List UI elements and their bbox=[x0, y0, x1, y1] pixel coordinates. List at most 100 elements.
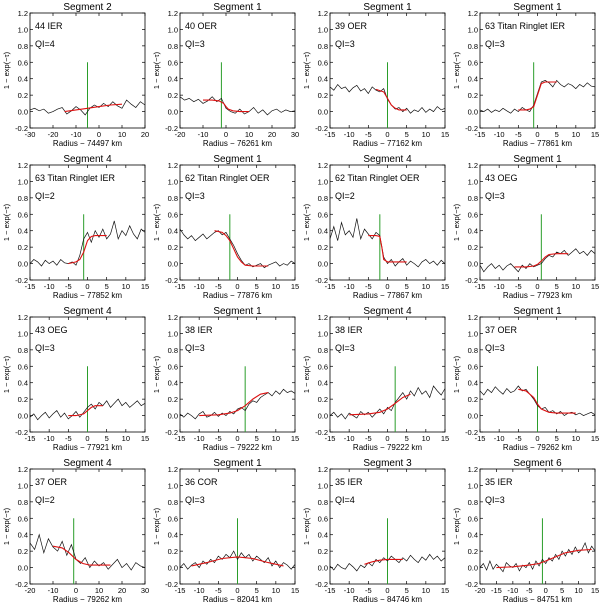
x-tick-label: -10 bbox=[71, 130, 82, 139]
x-tick-label: -15 bbox=[475, 434, 486, 443]
y-tick-label: 1.2 bbox=[18, 313, 28, 322]
x-tick-label: 10 bbox=[272, 434, 280, 443]
y-tick-label: 0.0 bbox=[18, 564, 28, 573]
y-tick-label: 0.4 bbox=[318, 379, 328, 388]
x-tick-label: -15 bbox=[175, 586, 186, 595]
y-tick-label: 0.0 bbox=[318, 564, 328, 573]
y-tick-label: 0.2 bbox=[168, 547, 178, 556]
y-tick-label: -0.2 bbox=[465, 124, 478, 133]
x-tick-label: -5 bbox=[65, 434, 72, 443]
y-tick-label: 0.6 bbox=[318, 514, 328, 523]
fit-line bbox=[191, 556, 284, 567]
x-tick-label: 5 bbox=[555, 130, 559, 139]
x-tick-label: -15 bbox=[25, 434, 36, 443]
fit-line bbox=[68, 235, 107, 265]
x-tick-label: -5 bbox=[365, 434, 372, 443]
y-tick-label: 0.0 bbox=[18, 108, 28, 117]
y-tick-label: 0.6 bbox=[18, 514, 28, 523]
subplot-title: Segment 6 bbox=[513, 458, 562, 469]
x-tick-label: 0 bbox=[85, 434, 89, 443]
ring-label: 38 IER bbox=[185, 325, 213, 335]
x-tick-label: -15 bbox=[325, 130, 336, 139]
data-line bbox=[479, 385, 596, 417]
x-tick-label: 5 bbox=[105, 282, 109, 291]
ring-label: 35 IER bbox=[335, 477, 363, 487]
x-tick-label: 15 bbox=[591, 586, 599, 595]
x-tick-label: 0 bbox=[385, 586, 389, 595]
y-tick-label: 1.2 bbox=[468, 465, 478, 474]
y-tick-label: -0.2 bbox=[165, 124, 178, 133]
x-axis-label: Radius − 77923 km bbox=[503, 291, 572, 300]
y-tick-label: 0.0 bbox=[318, 260, 328, 269]
ring-label: 37 OER bbox=[485, 325, 518, 335]
ring-label: 39 OER bbox=[335, 21, 368, 31]
quality-index: QI=2 bbox=[335, 191, 355, 201]
y-axis-label: 1 − exp(−τ) bbox=[302, 203, 311, 241]
x-tick-label: 0 bbox=[535, 130, 539, 139]
y-tick-label: 1.2 bbox=[168, 465, 178, 474]
x-tick-label: -15 bbox=[491, 586, 502, 595]
y-tick-label: -0.2 bbox=[465, 580, 478, 589]
x-axis-label: Radius − 84751 km bbox=[503, 595, 572, 604]
x-tick-label: -10 bbox=[507, 586, 518, 595]
x-tick-label: -10 bbox=[344, 130, 355, 139]
x-axis-label: Radius − 82041 km bbox=[203, 595, 272, 604]
y-tick-label: 0.2 bbox=[18, 91, 28, 100]
y-tick-label: 1.0 bbox=[318, 25, 328, 34]
x-tick-label: 0 bbox=[97, 130, 101, 139]
ring-label: 63 Titan Ringlet IER bbox=[35, 173, 116, 183]
subplot-title: Segment 4 bbox=[63, 306, 112, 317]
subplot-13: Segment 1 -0.2 0.0 0.2 0.4 0.6 0.8 1.0 1.2 -15 -10… bbox=[152, 458, 299, 604]
quality-index: QI=3 bbox=[335, 343, 355, 353]
y-tick-label: 0.4 bbox=[318, 227, 328, 236]
fit-line bbox=[52, 545, 111, 566]
y-tick-label: 1.2 bbox=[468, 9, 478, 18]
y-tick-label: 0.4 bbox=[468, 75, 478, 84]
x-tick-label: -5 bbox=[515, 282, 522, 291]
quality-index: QI=2 bbox=[35, 495, 55, 505]
y-tick-label: 0.6 bbox=[168, 210, 178, 219]
x-tick-label: -20 bbox=[25, 586, 36, 595]
x-tick-label: -15 bbox=[475, 130, 486, 139]
y-tick-label: 1.0 bbox=[18, 329, 28, 338]
y-tick-label: 1.2 bbox=[468, 161, 478, 170]
x-tick-label: 5 bbox=[555, 434, 559, 443]
fit-line bbox=[203, 99, 249, 113]
subplot-11: Segment 1 -0.2 0.0 0.2 0.4 0.6 0.8 1.0 1.2 -15 -10… bbox=[452, 306, 599, 452]
data-line bbox=[179, 228, 296, 269]
subplot-9: Segment 1 -0.2 0.0 0.2 0.4 0.6 0.8 1.0 1.2 -15 -10… bbox=[152, 306, 299, 452]
y-axis-label: 1 − exp(−τ) bbox=[452, 355, 461, 393]
y-axis-label: 1 − exp(−τ) bbox=[452, 51, 461, 89]
x-tick-label: -5 bbox=[215, 282, 222, 291]
y-tick-label: 0.0 bbox=[318, 412, 328, 421]
ring-label: 62 Titan Ringlet OER bbox=[185, 173, 270, 183]
y-tick-label: 0.0 bbox=[168, 412, 178, 421]
y-tick-label: 0.0 bbox=[168, 260, 178, 269]
subplot-title: Segment 1 bbox=[213, 458, 262, 469]
fit-line bbox=[68, 405, 103, 417]
x-tick-label: -20 bbox=[475, 586, 486, 595]
x-tick-label: 5 bbox=[105, 434, 109, 443]
y-tick-label: 0.6 bbox=[18, 362, 28, 371]
subplot-title: Segment 1 bbox=[213, 306, 262, 317]
y-tick-label: 0.2 bbox=[468, 395, 478, 404]
quality-index: QI=3 bbox=[35, 343, 55, 353]
y-tick-label: 0.2 bbox=[168, 243, 178, 252]
y-tick-label: 1.0 bbox=[168, 481, 178, 490]
x-tick-label: -15 bbox=[325, 434, 336, 443]
y-tick-label: 0.0 bbox=[168, 108, 178, 117]
y-tick-label: 0.4 bbox=[18, 75, 28, 84]
y-tick-label: -0.2 bbox=[165, 276, 178, 285]
fit-line bbox=[375, 88, 407, 111]
subplot-title: Segment 1 bbox=[363, 2, 412, 13]
y-tick-label: 0.6 bbox=[318, 58, 328, 67]
y-axis-label: 1 − exp(−τ) bbox=[2, 507, 11, 545]
y-tick-label: 0.6 bbox=[318, 362, 328, 371]
subplot-title: Segment 4 bbox=[63, 458, 112, 469]
subplot-title: Segment 1 bbox=[513, 154, 562, 165]
y-tick-label: -0.2 bbox=[465, 428, 478, 437]
x-tick-label: 0 bbox=[74, 586, 78, 595]
x-axis-label: Radius − 84746 km bbox=[353, 595, 422, 604]
x-tick-label: 5 bbox=[405, 130, 409, 139]
